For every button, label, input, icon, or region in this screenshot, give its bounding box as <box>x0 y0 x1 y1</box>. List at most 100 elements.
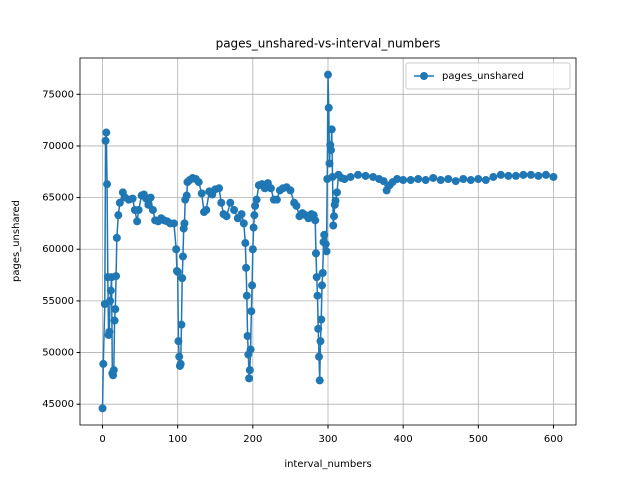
data-point <box>451 177 460 186</box>
data-point <box>106 296 115 305</box>
data-point <box>178 274 187 283</box>
data-point <box>251 201 260 210</box>
data-point <box>315 376 324 385</box>
y-tick-label: 70000 <box>42 141 74 152</box>
data-point <box>242 291 251 300</box>
data-point <box>128 194 137 203</box>
data-point <box>369 172 378 181</box>
data-point <box>194 178 203 187</box>
data-point <box>312 273 321 282</box>
data-point <box>421 176 430 185</box>
legend-box <box>405 62 571 90</box>
data-point <box>115 198 124 207</box>
data-point <box>474 175 483 184</box>
legend-label: pages_unshared <box>442 71 524 82</box>
data-point <box>169 219 178 228</box>
data-point <box>146 193 155 202</box>
data-point <box>241 239 250 248</box>
x-tick-label: 200 <box>243 434 262 445</box>
y-tick-label: 50000 <box>42 348 74 359</box>
y-tick-label: 60000 <box>42 244 74 255</box>
data-point <box>109 366 118 375</box>
data-point <box>534 171 543 180</box>
data-point <box>322 247 331 256</box>
data-point <box>247 307 256 316</box>
data-point <box>230 205 239 214</box>
data-point <box>361 171 370 180</box>
x-tick-label: 0 <box>99 434 105 445</box>
x-tick-label: 600 <box>544 434 563 445</box>
data-point <box>106 286 115 295</box>
data-point <box>172 245 181 254</box>
data-point <box>101 136 110 145</box>
data-point <box>144 200 153 209</box>
data-point <box>215 184 224 193</box>
data-point <box>321 240 330 249</box>
plot-frame <box>79 57 577 426</box>
data-point <box>511 171 520 180</box>
data-point <box>266 184 275 193</box>
x-tick-label: 500 <box>469 434 488 445</box>
data-point <box>324 70 332 79</box>
data-point <box>177 320 186 329</box>
data-point <box>466 176 475 185</box>
data-point <box>314 352 323 361</box>
data-point <box>549 172 558 181</box>
data-point <box>331 196 340 205</box>
data-point <box>99 359 108 368</box>
data-point <box>329 221 338 230</box>
data-point <box>180 219 189 228</box>
data-point <box>316 337 325 346</box>
data-point <box>112 272 121 281</box>
data-point <box>354 170 363 179</box>
data-point <box>318 269 327 278</box>
data-point <box>248 281 257 290</box>
x-tick-label: 100 <box>168 434 187 445</box>
data-point <box>112 233 121 242</box>
data-point <box>320 230 329 239</box>
data-point <box>393 175 402 184</box>
y-tick-label: 45000 <box>42 399 74 410</box>
data-point <box>311 216 320 225</box>
data-point <box>481 176 490 185</box>
data-point <box>102 128 111 137</box>
data-point <box>314 324 323 333</box>
data-point <box>489 172 498 181</box>
data-point <box>324 103 333 112</box>
data-point <box>239 219 248 228</box>
data-point <box>105 327 114 336</box>
data-point <box>325 159 334 168</box>
data-point <box>496 170 505 179</box>
data-point <box>248 245 257 254</box>
data-point <box>148 205 157 214</box>
data-point <box>330 212 339 221</box>
data-point <box>399 176 408 185</box>
data-point <box>226 198 235 207</box>
data-point <box>202 205 211 214</box>
data-point <box>436 176 445 185</box>
data-point <box>249 223 258 232</box>
data-point <box>197 189 206 198</box>
data-point <box>133 217 142 226</box>
data-point <box>174 337 183 346</box>
data-point <box>327 125 336 134</box>
data-point <box>328 172 337 181</box>
data-point <box>272 195 281 204</box>
data-point <box>406 176 415 185</box>
x-axis-label: interval_numbers <box>284 459 371 470</box>
data-point <box>175 352 184 361</box>
data-point <box>333 188 342 197</box>
data-point <box>176 359 185 368</box>
data-point <box>541 170 550 179</box>
data-point <box>98 404 107 413</box>
data-point <box>252 195 261 204</box>
data-point <box>519 170 528 179</box>
data-point <box>286 186 295 195</box>
data-point <box>250 211 259 220</box>
data-point <box>444 175 453 184</box>
data-point <box>317 315 326 324</box>
data-point <box>103 180 112 189</box>
legend-marker <box>420 72 428 80</box>
